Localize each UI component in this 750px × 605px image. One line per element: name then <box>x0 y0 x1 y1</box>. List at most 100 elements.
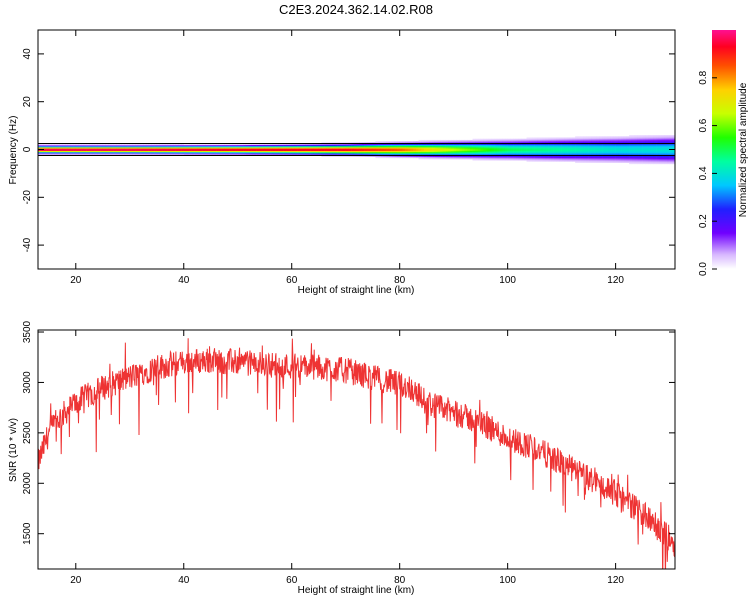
heatmap-cell <box>51 148 55 150</box>
heatmap-cell <box>221 147 225 149</box>
heatmap-cell <box>197 153 201 155</box>
heatmap-cell <box>672 145 675 148</box>
heatmap-cell <box>626 137 630 140</box>
heatmap-cell <box>97 148 101 150</box>
heatmap-cell <box>656 150 660 153</box>
heatmap-cell <box>364 151 368 154</box>
heatmap-cell <box>577 138 581 141</box>
heatmap-cell <box>567 150 571 153</box>
heatmap-cell <box>132 144 136 147</box>
heatmap-cell <box>356 145 360 148</box>
heatmap-cell <box>496 159 500 161</box>
heatmap-cell <box>407 156 411 159</box>
heatmap-cell <box>118 153 122 155</box>
heatmap-cell <box>669 159 673 161</box>
heatmap-cell <box>78 144 82 147</box>
heatmap-cell <box>483 138 487 141</box>
heatmap-cell <box>567 149 571 151</box>
heatmap-cell <box>429 153 433 155</box>
heatmap-cell <box>199 150 203 153</box>
heatmap-cell <box>148 153 152 155</box>
heatmap-cell <box>650 145 654 148</box>
heatmap-cell <box>105 153 109 155</box>
heatmap-cell <box>494 145 498 148</box>
heatmap-cell <box>540 151 544 154</box>
heatmap-cell <box>102 144 106 147</box>
heatmap-cell <box>262 145 266 148</box>
heatmap-cell <box>210 144 214 147</box>
heatmap-cell <box>440 153 444 155</box>
heatmap-cell <box>513 153 517 155</box>
heatmap-cell <box>202 144 206 147</box>
heatmap-cell <box>429 143 433 146</box>
heatmap-cell <box>237 153 241 155</box>
heatmap-cell <box>208 150 212 153</box>
heatmap-cell <box>529 141 533 143</box>
heatmap-cell <box>118 148 122 150</box>
spectrogram-x-tick-label: 40 <box>178 275 190 286</box>
heatmap-cell <box>86 147 90 149</box>
heatmap-cell <box>143 150 147 153</box>
heatmap-cell <box>367 147 371 149</box>
heatmap-cell <box>40 150 44 153</box>
heatmap-cell <box>429 147 433 149</box>
heatmap-cell <box>143 153 147 155</box>
heatmap-cell <box>340 149 344 151</box>
heatmap-cell <box>81 149 85 151</box>
heatmap-cell <box>375 149 379 151</box>
heatmap-cell <box>615 153 619 155</box>
heatmap-cell <box>318 145 322 148</box>
heatmap-cell <box>361 148 365 150</box>
heatmap-cell <box>262 149 266 151</box>
heatmap-cell <box>251 148 255 150</box>
heatmap-cell <box>491 143 495 146</box>
heatmap-cell <box>432 150 436 153</box>
heatmap-cell <box>262 150 266 153</box>
heatmap-cell <box>459 144 463 147</box>
heatmap-cell <box>86 151 90 154</box>
heatmap-cell <box>639 135 643 137</box>
heatmap-cell <box>313 148 317 150</box>
heatmap-cell <box>475 151 479 154</box>
heatmap-cell <box>634 137 638 140</box>
heatmap-cell <box>623 139 627 142</box>
heatmap-cell <box>475 148 479 150</box>
heatmap-cell <box>650 149 654 151</box>
heatmap-cell <box>189 145 193 148</box>
heatmap-cell <box>626 143 630 146</box>
heatmap-cell <box>650 141 654 143</box>
heatmap-cell <box>218 153 222 155</box>
heatmap-cell <box>448 147 452 149</box>
heatmap-cell <box>621 157 625 160</box>
heatmap-cell <box>467 153 471 155</box>
heatmap-cell <box>491 138 495 141</box>
heatmap-cell <box>464 156 468 159</box>
heatmap-cell <box>575 161 579 163</box>
heatmap-cell <box>413 150 417 153</box>
heatmap-cell <box>558 141 562 143</box>
heatmap-cell <box>572 147 576 149</box>
heatmap-cell <box>499 143 503 146</box>
heatmap-cell <box>326 147 330 149</box>
heatmap-cell <box>73 145 77 148</box>
heatmap-cell <box>283 153 287 155</box>
heatmap-cell <box>110 153 114 155</box>
heatmap-cell <box>577 157 581 160</box>
heatmap-cell <box>402 151 406 154</box>
heatmap-cell <box>418 141 422 143</box>
heatmap-cell <box>610 159 614 161</box>
heatmap-cell <box>440 147 444 149</box>
heatmap-cell <box>388 148 392 150</box>
heatmap-cell <box>194 145 198 148</box>
heatmap-cell <box>629 141 633 143</box>
heatmap-cell <box>299 150 303 153</box>
heatmap-cell <box>289 148 293 150</box>
heatmap-cell <box>132 153 136 155</box>
heatmap-cell <box>62 151 66 154</box>
heatmap-cell <box>523 141 527 143</box>
heatmap-cell <box>162 145 166 148</box>
heatmap-cell <box>226 149 230 151</box>
heatmap-cell <box>642 156 646 159</box>
heatmap-cell <box>537 145 541 148</box>
heatmap-cell <box>583 159 587 161</box>
